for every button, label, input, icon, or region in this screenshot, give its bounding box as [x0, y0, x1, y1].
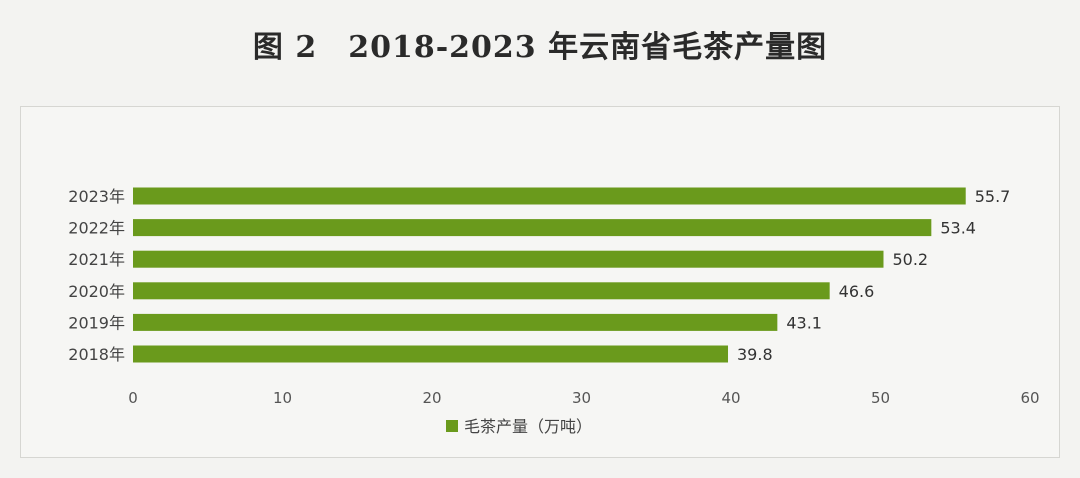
legend: 毛茶产量（万吨） [446, 417, 592, 436]
x-axis-ticks: 0 10 20 30 40 50 60 [128, 389, 1039, 407]
bar-2020年 [133, 282, 830, 300]
x-tick-label: 30 [572, 389, 591, 407]
category-label: 2019年 [68, 313, 125, 332]
data-label: 39.8 [737, 345, 773, 364]
category-label: 2018年 [68, 345, 125, 364]
category-label: 2020年 [68, 282, 125, 301]
x-tick-label: 0 [128, 389, 138, 407]
chart-frame [20, 106, 1060, 458]
legend-swatch [446, 420, 458, 432]
category-label: 2023年 [68, 187, 125, 206]
data-label: 46.6 [839, 282, 875, 301]
data-label: 55.7 [975, 187, 1011, 206]
category-labels: 2023年 2022年 2021年 2020年 2019年 2018年 [68, 187, 125, 364]
x-tick-label: 40 [721, 389, 740, 407]
bar-2018年 [133, 345, 729, 363]
data-label: 53.4 [940, 219, 976, 238]
bar-2021年 [133, 250, 884, 268]
x-tick-label: 50 [871, 389, 890, 407]
chart-title: 图 2 2018-2023 年云南省毛茶产量图 [252, 30, 828, 65]
bar-2019年 [133, 313, 778, 331]
legend-label: 毛茶产量（万吨） [464, 417, 592, 436]
bar-2023年 [133, 187, 966, 205]
category-label: 2022年 [68, 219, 125, 238]
bar-2022年 [133, 219, 932, 237]
data-label: 43.1 [786, 313, 822, 332]
data-label: 50.2 [892, 250, 928, 269]
x-tick-label: 60 [1020, 389, 1039, 407]
category-label: 2021年 [68, 250, 125, 269]
x-tick-label: 20 [422, 389, 441, 407]
bars-layer [133, 187, 966, 363]
data-labels: 55.7 53.4 50.2 46.6 43.1 39.8 [737, 187, 1010, 364]
x-tick-label: 10 [273, 389, 292, 407]
